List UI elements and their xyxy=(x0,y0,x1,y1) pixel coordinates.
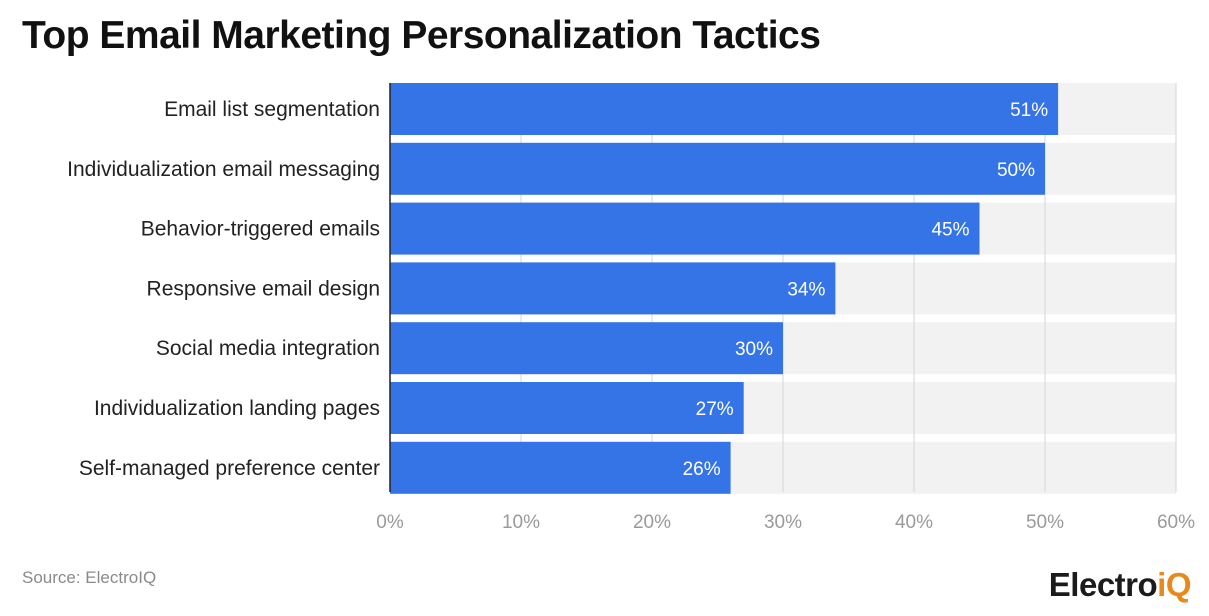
logo-text-accent: iQ xyxy=(1157,566,1191,603)
bar-value-label: 30% xyxy=(735,339,773,360)
logo-text-main: Electro xyxy=(1048,566,1158,603)
bar xyxy=(390,142,1045,195)
x-tick-label: 40% xyxy=(895,512,933,533)
x-tick-label: 0% xyxy=(376,512,404,533)
bar-value-label: 27% xyxy=(696,399,734,420)
x-tick-label: 20% xyxy=(633,512,671,533)
bar-value-label: 26% xyxy=(683,459,721,480)
category-label: Behavior-triggered emails xyxy=(141,218,380,241)
x-tick-label: 60% xyxy=(1157,512,1195,533)
bar xyxy=(390,322,783,375)
bar-value-label: 34% xyxy=(787,279,825,300)
chart-title: Top Email Marketing Personalization Tact… xyxy=(22,14,821,57)
bar xyxy=(390,262,836,315)
x-tick-label: 30% xyxy=(764,512,802,533)
source-note: Source: ElectroIQ xyxy=(22,568,157,587)
category-label: Responsive email design xyxy=(147,277,380,300)
category-label: Self-managed preference center xyxy=(79,457,380,480)
bar-chart: Email list segmentation Individualization… xyxy=(67,83,1195,533)
category-label: Social media integration xyxy=(156,337,380,360)
x-tick-label: 50% xyxy=(1026,512,1064,533)
category-label: Email list segmentation xyxy=(164,98,380,121)
bar xyxy=(390,441,731,494)
category-label: Individualization email messaging xyxy=(67,158,380,181)
bar xyxy=(390,83,1059,135)
bar xyxy=(390,382,744,434)
bar xyxy=(390,202,980,255)
bar-value-label: 51% xyxy=(1010,100,1048,121)
bar-value-label: 45% xyxy=(931,220,969,241)
electroiq-logo: ElectroiQ xyxy=(1048,566,1192,604)
bar-value-label: 50% xyxy=(997,160,1035,181)
category-label: Individualization landing pages xyxy=(94,397,380,420)
x-tick-label: 10% xyxy=(502,512,540,533)
